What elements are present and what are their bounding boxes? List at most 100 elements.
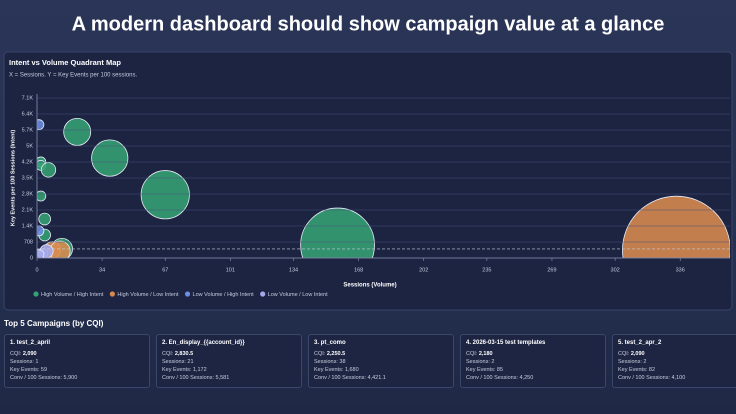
metric-label: Key Events: bbox=[10, 367, 40, 373]
bubble bbox=[140, 170, 190, 220]
metric-row: Key Events: 85 bbox=[466, 366, 600, 374]
chart-title: Intent vs Volume Quadrant Map bbox=[9, 58, 121, 67]
metric-row: Key Events: 59 bbox=[10, 366, 144, 374]
chart-panel bbox=[3, 51, 733, 311]
metric-label: CQI: bbox=[314, 351, 326, 357]
metric-row: Key Events: 1,680 bbox=[314, 366, 448, 374]
x-tick-label: 134 bbox=[289, 267, 298, 273]
metric-label: Conv / 100 Sessions: bbox=[314, 375, 366, 381]
metric-row: Sessions: 38 bbox=[314, 358, 448, 366]
campaign-card: 3. pt_como CQI: 2,250.5 Sessions: 38 Key Ev… bbox=[308, 334, 454, 388]
legend-marker bbox=[109, 291, 115, 297]
campaign-card: 4. 2026-03-15 test templates CQI: 2,180 Se… bbox=[460, 334, 606, 388]
x-tick-label: 235 bbox=[482, 267, 491, 273]
campaign-name: 3. pt_como bbox=[314, 340, 346, 346]
metric-value: 59 bbox=[40, 367, 48, 373]
legend-marker bbox=[260, 291, 266, 297]
y-axis-label: Key Events per 100 Sessions (Intent) bbox=[10, 130, 16, 226]
bubble bbox=[300, 207, 375, 258]
metric-label: Key Events: bbox=[466, 367, 496, 373]
metric-row: CQI: 2,090 bbox=[618, 350, 736, 358]
bubble bbox=[40, 162, 57, 178]
metric-value: 2,830.5 bbox=[174, 351, 194, 357]
metric-value: 5,900 bbox=[63, 375, 78, 381]
metric-value: 85 bbox=[496, 367, 504, 373]
x-tick-label: 269 bbox=[547, 267, 556, 273]
bubble bbox=[38, 212, 51, 226]
x-axis-label: Sessions (Volume) bbox=[343, 283, 396, 289]
metric-value: 21 bbox=[187, 359, 194, 365]
y-tick-label: 708 bbox=[24, 239, 33, 245]
bubble bbox=[91, 139, 129, 177]
campaign-card: 5. test_2_apr_2 CQI: 2,090 Sessions: 2 Key … bbox=[612, 334, 736, 388]
bubble bbox=[37, 119, 45, 131]
y-tick-label: 5K bbox=[26, 143, 33, 149]
metric-label: CQI: bbox=[162, 351, 174, 357]
metric-label: Sessions: bbox=[162, 359, 186, 365]
metric-label: Conv / 100 Sessions: bbox=[10, 375, 62, 381]
metric-value: 1,680 bbox=[344, 367, 359, 373]
metric-value: 5,581 bbox=[215, 375, 230, 381]
metric-value: 1 bbox=[35, 359, 39, 365]
metric-label: Sessions: bbox=[618, 359, 642, 365]
campaign-name: 5. test_2_apr_2 bbox=[618, 340, 662, 346]
metric-row: Sessions: 21 bbox=[162, 358, 296, 366]
metric-label: CQI: bbox=[466, 351, 478, 357]
x-tick-label: 101 bbox=[226, 267, 235, 273]
metric-row: Key Events: 1,172 bbox=[162, 366, 296, 374]
section-title: Top 5 Campaigns (by CQI) bbox=[4, 319, 104, 328]
metric-value: 38 bbox=[339, 359, 346, 365]
bubble bbox=[622, 195, 730, 258]
metric-value: 2,180 bbox=[478, 351, 493, 357]
x-tick-label: 336 bbox=[676, 267, 685, 273]
bubble bbox=[37, 190, 47, 202]
y-tick-label: 6.4K bbox=[22, 111, 34, 117]
chart-subtitle: X = Sessions. Y = Key Events per 100 ses… bbox=[9, 73, 138, 79]
metric-row: Conv / 100 Sessions: 5,900 bbox=[10, 374, 144, 382]
y-tick-label: 0 bbox=[30, 255, 33, 261]
metric-label: CQI: bbox=[618, 351, 630, 357]
metric-label: Conv / 100 Sessions: bbox=[466, 375, 518, 381]
metric-value: 4,421.1 bbox=[367, 375, 386, 381]
metric-row: CQI: 2,830.5 bbox=[162, 350, 296, 358]
y-tick-label: 1.4K bbox=[22, 223, 34, 229]
x-tick-label: 0 bbox=[35, 267, 38, 273]
metric-value: 4,250 bbox=[519, 375, 534, 381]
campaign-card: 2. En_display_{{account_id}} CQI: 2,830.5… bbox=[156, 334, 302, 388]
metric-value: 2 bbox=[491, 359, 495, 365]
y-tick-label: 2.1K bbox=[22, 207, 34, 213]
metric-row: Sessions: 1 bbox=[10, 358, 144, 366]
metric-label: Sessions: bbox=[10, 359, 34, 365]
bubble bbox=[37, 249, 45, 258]
metric-label: Conv / 100 Sessions: bbox=[162, 375, 214, 381]
metric-row: CQI: 2,180 bbox=[466, 350, 600, 358]
plot-area bbox=[37, 117, 730, 258]
metric-row: Key Events: 82 bbox=[618, 366, 736, 374]
metric-row: CQI: 2,090 bbox=[10, 350, 144, 358]
legend-marker bbox=[33, 291, 39, 297]
legend-label: Low Volume / Low Intent bbox=[268, 292, 328, 298]
bubble bbox=[63, 117, 92, 146]
metric-row: Sessions: 2 bbox=[466, 358, 600, 366]
metric-value: 1,172 bbox=[192, 367, 207, 373]
campaign-name: 2. En_display_{{account_id}} bbox=[162, 340, 245, 346]
metric-value: 2,090 bbox=[630, 351, 645, 357]
y-tick-label: 3.5K bbox=[22, 175, 34, 181]
metric-label: Sessions: bbox=[314, 359, 338, 365]
metric-row: Conv / 100 Sessions: 4,421.1 bbox=[314, 374, 448, 382]
metric-row: Conv / 100 Sessions: 4,250 bbox=[466, 374, 600, 382]
metric-label: Key Events: bbox=[162, 367, 192, 373]
metric-value: 2,090 bbox=[22, 351, 37, 357]
metric-value: 2,250.5 bbox=[326, 351, 346, 357]
x-tick-label: 302 bbox=[611, 267, 620, 273]
x-tick-label: 202 bbox=[419, 267, 428, 273]
metric-row: Sessions: 2 bbox=[618, 358, 736, 366]
metric-value: 2 bbox=[643, 359, 647, 365]
metric-row: Conv / 100 Sessions: 4,100 bbox=[618, 374, 736, 382]
campaign-card: 1. test_2_april CQI: 2,090 Sessions: 1 Key … bbox=[4, 334, 150, 388]
legend-label: High Volume / High Intent bbox=[41, 292, 104, 298]
metric-row: Conv / 100 Sessions: 5,581 bbox=[162, 374, 296, 382]
page-title: A modern dashboard should show campaign … bbox=[72, 13, 665, 35]
